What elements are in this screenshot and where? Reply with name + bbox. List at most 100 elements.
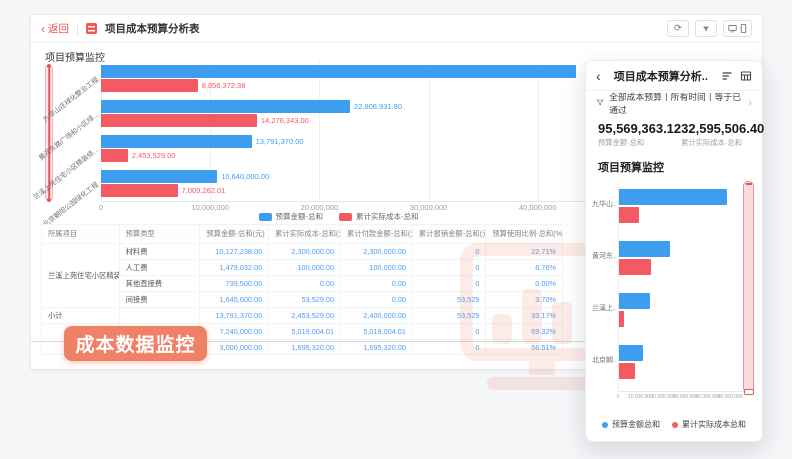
refresh-button[interactable]: ⟳	[667, 20, 689, 37]
value-cell[interactable]: 53,529.00	[268, 291, 342, 308]
legend-item[interactable]: 预算金额总和	[602, 419, 660, 430]
legend-dot	[602, 421, 608, 428]
table-row: 其他直接费 739,500.00 0.00 0.00 0 0.00%	[42, 275, 563, 292]
value-cell[interactable]: 0.00	[340, 275, 413, 292]
value-cell[interactable]: 2,300,000.00	[340, 243, 413, 260]
value-cell[interactable]: 7,240,000.00	[199, 323, 270, 340]
table-row: 小计 13,791,370.00 2,453,529.00 2,400,000.00 5…	[41, 307, 563, 324]
stat-value: 95,569,363.12	[598, 121, 682, 136]
value-cell[interactable]: 100,000.00	[268, 259, 342, 276]
phone-icon	[740, 24, 747, 33]
window-topbar: ‹ 返回 项目成本预算分析表 ⟳	[31, 15, 762, 43]
value-cell[interactable]: 0.00	[268, 275, 342, 292]
legend-item[interactable]: 累计实际成本总和	[672, 419, 746, 430]
main-chart-plot: 8,856,372.38 九华山庄绿化整治工程 22,806,931.80 14,27…	[32, 61, 606, 229]
table-bottom-divider	[31, 341, 762, 342]
panel-back-icon[interactable]: ‹	[596, 67, 601, 84]
legend-label: 预算金额总和	[612, 420, 660, 429]
chart-section-title: 项目预算监控	[45, 53, 105, 64]
value-cell[interactable]: 13,791,370.00	[199, 307, 270, 324]
legend-item[interactable]: 累计实际成本-总和	[339, 211, 419, 222]
x-tick-label: 20,000,000	[300, 203, 339, 212]
value-cell[interactable]: 1,479,032.00	[199, 259, 270, 276]
gridline	[428, 61, 430, 201]
refresh-icon: ⟳	[674, 23, 682, 34]
value-cell[interactable]: 2,453,529.00	[268, 307, 342, 324]
value-cell[interactable]: 0	[411, 243, 487, 260]
device-preview-button[interactable]	[723, 20, 752, 37]
actual-cost-bar: 14,276,343.00	[101, 114, 309, 127]
legend-label: 累计实际成本总和	[682, 420, 746, 429]
category-label: 北京朝...	[592, 357, 616, 364]
category-label: 九华山...	[592, 201, 616, 208]
x-tick-label: 0	[616, 394, 620, 400]
budget-bar: 13,791,370.00	[101, 135, 304, 148]
value-cell[interactable]: 0	[411, 323, 487, 340]
value-cell[interactable]: 1,695,320.00	[268, 339, 342, 355]
value-cell[interactable]: 100,000.00	[340, 259, 413, 276]
value-cell[interactable]: 69.32%	[485, 323, 563, 340]
budget-bar: 22,806,931.80	[101, 100, 402, 113]
value-cell[interactable]: 53,529	[411, 291, 487, 308]
value-cell[interactable]: 0	[411, 275, 487, 292]
column-header: 累计付款金额-总和(元)	[340, 224, 413, 244]
bar-value-label: 8,856,372.38	[201, 81, 246, 90]
panel-header: ‹ 项目成本预算分析..	[586, 61, 762, 91]
gridline	[319, 61, 321, 201]
chart-datazoom-slider[interactable]	[45, 65, 53, 201]
value-cell[interactable]: 3.70%	[485, 291, 563, 308]
value-cell[interactable]: 0.00	[340, 291, 413, 308]
budget-type-cell: 材料费	[118, 243, 201, 260]
column-header: 预算金额-总和(元)	[199, 224, 270, 244]
panel-x-axis-line	[618, 391, 750, 392]
project-cell: 小计	[41, 307, 120, 324]
legend-dot	[672, 421, 678, 428]
value-cell[interactable]: 0	[411, 339, 487, 355]
value-cell[interactable]: 0.00%	[485, 275, 563, 292]
project-cell: 兰溪上苑住宅小区精装修第...	[41, 243, 120, 308]
value-cell[interactable]: 56.51%	[485, 339, 563, 355]
legend-swatch	[339, 212, 352, 221]
x-tick-label: 30,000,000	[672, 394, 698, 400]
value-cell[interactable]: 22.71%	[485, 243, 563, 260]
panel-chart-legend: 预算金额总和 累计实际成本总和	[586, 419, 762, 430]
budget-type-cell: 人工费	[118, 259, 201, 276]
value-cell[interactable]: 739,500.00	[199, 275, 270, 292]
x-tick-label: 40,000,000	[519, 203, 557, 212]
table-icon[interactable]	[740, 70, 752, 82]
value-cell[interactable]: 10,127,238.00	[199, 243, 270, 260]
filter-icon	[703, 26, 709, 31]
actual-cost-bar	[619, 259, 651, 275]
back-chevron-icon: ‹	[41, 21, 45, 36]
budget-bar	[619, 189, 727, 205]
value-cell[interactable]: 5,019,004.01	[340, 323, 413, 340]
category-label: 黄河东...	[592, 253, 616, 260]
legend-item[interactable]: 预算金额-总和	[258, 211, 324, 222]
actual-cost-bar: 2,453,529.00	[101, 149, 176, 162]
table-row: 间接费 1,645,600.00 53,529.00 0.00 53,529 3.70%	[42, 291, 563, 308]
value-cell[interactable]: 1,645,600.00	[199, 291, 270, 308]
budget-type-cell	[118, 307, 201, 324]
value-cell[interactable]: 6.76%	[485, 259, 563, 276]
budget-table: 所属项目预算类型预算金额-总和(元)累计实际成本-总和(元)累计付款金额-总和(…	[41, 224, 563, 355]
panel-filter-bar[interactable]: 全部成本预算丨所有时间丨等于已通过 ›	[586, 91, 762, 115]
topbar-actions: ⟳	[667, 20, 752, 37]
stat-actual-total: 32,595,506.40 累计实际成本·总和	[681, 121, 764, 148]
legend-label: 预算金额-总和	[275, 212, 324, 221]
value-cell[interactable]: 5,019,004.01	[268, 323, 342, 340]
panel-stats: 95,569,363.12 预算金额·总和 32,595,506.40 累计实际…	[586, 114, 764, 151]
x-tick-label: 30,000,000	[409, 203, 448, 212]
panel-datazoom-slider[interactable]	[743, 181, 754, 393]
table-row: 人工费 1,479,032.00 100,000.00 100,000.00 0 6.76…	[42, 259, 563, 276]
value-cell[interactable]: 0	[411, 259, 487, 276]
filter-button[interactable]	[695, 20, 717, 37]
budget-bar	[101, 65, 576, 78]
value-cell[interactable]: 53,529	[411, 307, 487, 324]
actual-cost-bar	[619, 363, 635, 379]
value-cell[interactable]: 2,300,000.00	[268, 243, 342, 260]
value-cell[interactable]: 33.17%	[485, 307, 563, 324]
back-button[interactable]: ‹ 返回	[41, 21, 69, 36]
value-cell[interactable]: 2,400,000.00	[340, 307, 413, 324]
table-row: 兰溪上苑住宅小区精装修第...材料费10,127,238.002,300,000…	[41, 243, 563, 308]
list-icon[interactable]	[721, 70, 733, 82]
